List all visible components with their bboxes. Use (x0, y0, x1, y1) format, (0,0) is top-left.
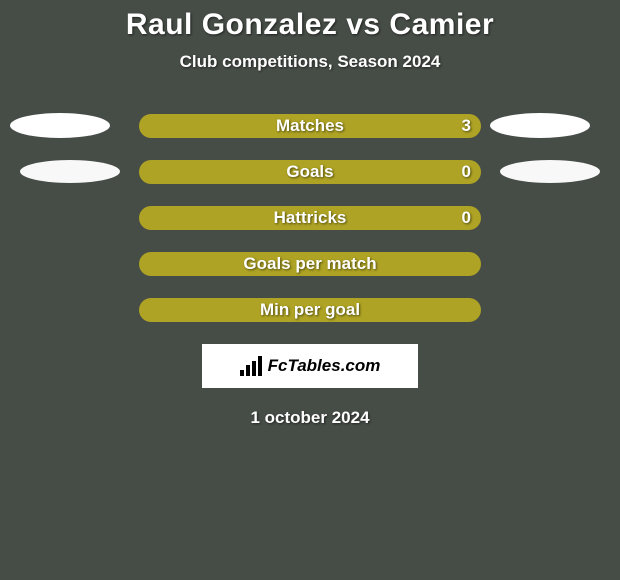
date-line: 1 october 2024 (0, 408, 620, 428)
brand-name: FcTables.com (268, 356, 381, 376)
stat-bar: Min per goal (139, 298, 481, 322)
ellipse-left (10, 113, 110, 138)
stat-row-hattricks: Hattricks0 (0, 206, 620, 230)
stat-row-matches: Matches3 (0, 114, 620, 138)
stat-value: 0 (462, 160, 471, 184)
stat-row-goals: Goals0 (0, 160, 620, 184)
stat-bar: Goals per match (139, 252, 481, 276)
stat-label: Min per goal (139, 298, 481, 322)
stat-bar: Goals0 (139, 160, 481, 184)
page-title: Raul Gonzalez vs Camier (0, 8, 620, 42)
stats-rows: Matches3Goals0Hattricks0Goals per matchM… (0, 114, 620, 322)
stat-label: Goals per match (139, 252, 481, 276)
stat-label: Matches (139, 114, 481, 138)
stat-label: Hattricks (139, 206, 481, 230)
ellipse-right (500, 160, 600, 183)
ellipse-right (490, 113, 590, 138)
brand-box[interactable]: FcTables.com (202, 344, 418, 388)
stat-row-min_per_goal: Min per goal (0, 298, 620, 322)
stat-value: 3 (462, 114, 471, 138)
stat-label: Goals (139, 160, 481, 184)
stats-card: Raul Gonzalez vs Camier Club competition… (0, 0, 620, 428)
stat-value: 0 (462, 206, 471, 230)
chart-bars-icon (240, 356, 262, 376)
ellipse-left (20, 160, 120, 183)
stat-bar: Matches3 (139, 114, 481, 138)
stat-row-goals_per_match: Goals per match (0, 252, 620, 276)
page-subtitle: Club competitions, Season 2024 (0, 52, 620, 72)
stat-bar: Hattricks0 (139, 206, 481, 230)
